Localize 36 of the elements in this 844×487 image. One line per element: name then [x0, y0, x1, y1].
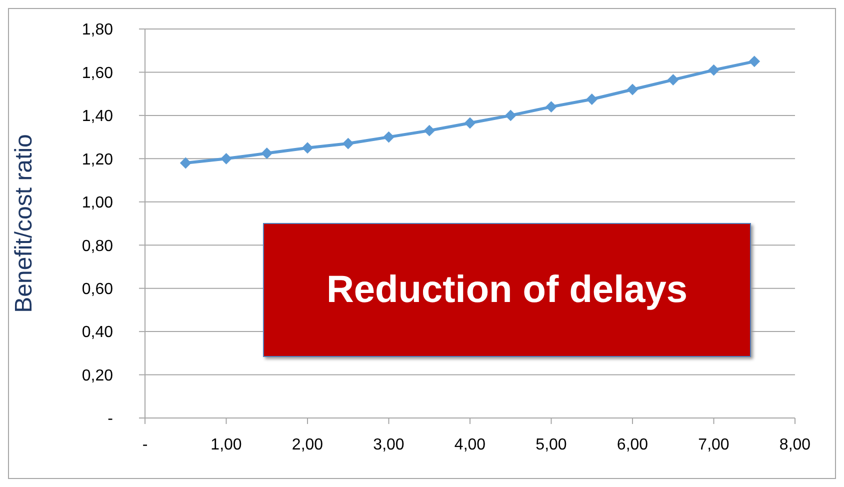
point [708, 64, 720, 76]
point [220, 153, 232, 164]
x-tick-label: - [142, 436, 148, 454]
x-tick-label: 8,00 [779, 436, 811, 454]
y-tick-label: 0,80 [82, 238, 114, 255]
point [627, 84, 638, 96]
y-tick-label: - [108, 410, 113, 428]
x-tick-label: 4,00 [454, 436, 486, 454]
y-tick-label: 1,40 [82, 108, 114, 126]
point [424, 125, 435, 136]
y-tick-label: 1,00 [82, 194, 114, 212]
point [546, 101, 557, 112]
y-tick-label: 1,80 [82, 22, 114, 39]
point [383, 132, 394, 143]
point [505, 110, 516, 121]
y-tick-label: 0,40 [82, 324, 114, 342]
y-tick-label: 1,20 [82, 151, 114, 168]
x-tick-label: 1,00 [210, 436, 242, 454]
point [668, 74, 679, 86]
point [302, 142, 313, 154]
x-tick-label: 7,00 [698, 436, 730, 454]
x-tick-label: 2,00 [292, 436, 324, 454]
y-axis-title: Benefit/cost ratio [10, 134, 38, 313]
point [464, 118, 476, 129]
x-tick-label: 5,00 [536, 436, 567, 454]
y-tick-label: 1,60 [82, 64, 114, 82]
point [748, 56, 760, 67]
point [586, 94, 598, 105]
point [261, 148, 272, 159]
annotation: Reduction of delays [326, 268, 688, 312]
y-tick-label: 0,20 [82, 367, 114, 384]
x-tick-label: 6,00 [616, 436, 648, 454]
point [180, 157, 192, 168]
x-tick-label: 3,00 [373, 436, 404, 454]
point [342, 138, 354, 150]
y-tick-label: 0,60 [82, 281, 114, 298]
